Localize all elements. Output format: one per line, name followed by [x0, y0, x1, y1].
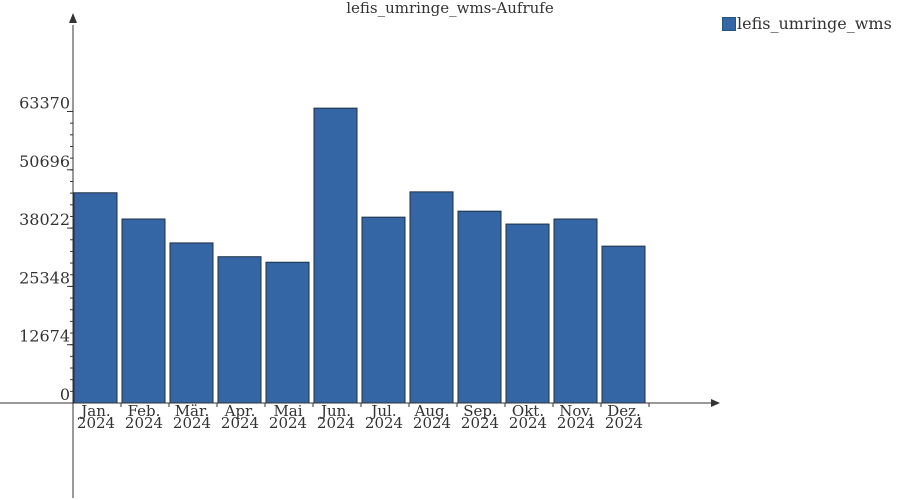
- x-tick-label-year: 2024: [269, 414, 307, 432]
- x-tick-label-month: Nov.: [559, 402, 593, 420]
- x-tick-label-year: 2024: [605, 414, 643, 432]
- bar: [217, 256, 262, 404]
- x-tick-label-month: Jul.: [369, 402, 396, 420]
- y-tick-label: 38022: [19, 210, 70, 229]
- bars-group: [73, 107, 646, 404]
- bar: [457, 210, 502, 404]
- x-tick-label-year: 2024: [221, 414, 259, 432]
- x-tick-label-month: Mär.: [175, 402, 210, 420]
- legend: lefis_umringe_wms: [722, 14, 892, 33]
- x-tick-label-year: 2024: [173, 414, 211, 432]
- x-tick-label-month: Jan.: [79, 402, 110, 420]
- x-tick-label-month: Sep.: [463, 402, 497, 420]
- y-axis-arrow: [69, 13, 77, 23]
- y-axis-ticks: 0 12674 25348 38022 50696 63370: [19, 94, 73, 404]
- x-tick-label-year: 2024: [557, 414, 595, 432]
- x-tick-label-year: 2024: [125, 414, 163, 432]
- chart-title: lefis_umringe_wms-Aufrufe: [346, 0, 554, 17]
- bar: [601, 245, 646, 404]
- bar: [553, 218, 598, 404]
- x-tick-label-month: Okt.: [512, 402, 544, 420]
- x-tick-label-year: 2024: [317, 414, 355, 432]
- bar: [121, 218, 166, 404]
- x-tick-label-year: 2024: [413, 414, 451, 432]
- bar: [73, 192, 118, 404]
- y-tick-label: 50696: [19, 152, 70, 171]
- bar: [313, 107, 358, 404]
- legend-swatch: [722, 16, 736, 31]
- x-tick-label-year: 2024: [365, 414, 403, 432]
- y-tick-label: 63370: [19, 94, 70, 113]
- x-tick-label-month: Mai: [273, 402, 302, 420]
- x-tick-label-month: Feb.: [128, 402, 161, 420]
- x-tick-label-year: 2024: [77, 414, 115, 432]
- axes-group: [0, 13, 720, 498]
- bar: [409, 191, 454, 404]
- y-tick-label: 12674: [19, 327, 70, 346]
- x-tick-label-month: Apr.: [224, 402, 256, 420]
- bar: [265, 261, 310, 404]
- bar: [361, 216, 406, 404]
- bar: [169, 242, 214, 404]
- x-tick-label-month: Aug.: [414, 402, 450, 420]
- x-tick-label-month: Dez.: [607, 402, 641, 420]
- y-tick-label: 25348: [19, 268, 70, 287]
- x-axis-ticks: Jan.2024Feb.2024Mär.2024Apr.2024Mai2024J…: [72, 402, 650, 432]
- x-tick-label-month: Jun.: [319, 402, 351, 420]
- x-tick-label-year: 2024: [509, 414, 547, 432]
- y-tick-label: 0: [60, 385, 70, 404]
- x-axis-arrow: [711, 399, 720, 407]
- x-tick-label-year: 2024: [461, 414, 499, 432]
- bar: [505, 223, 550, 404]
- legend-label: lefis_umringe_wms: [737, 14, 892, 33]
